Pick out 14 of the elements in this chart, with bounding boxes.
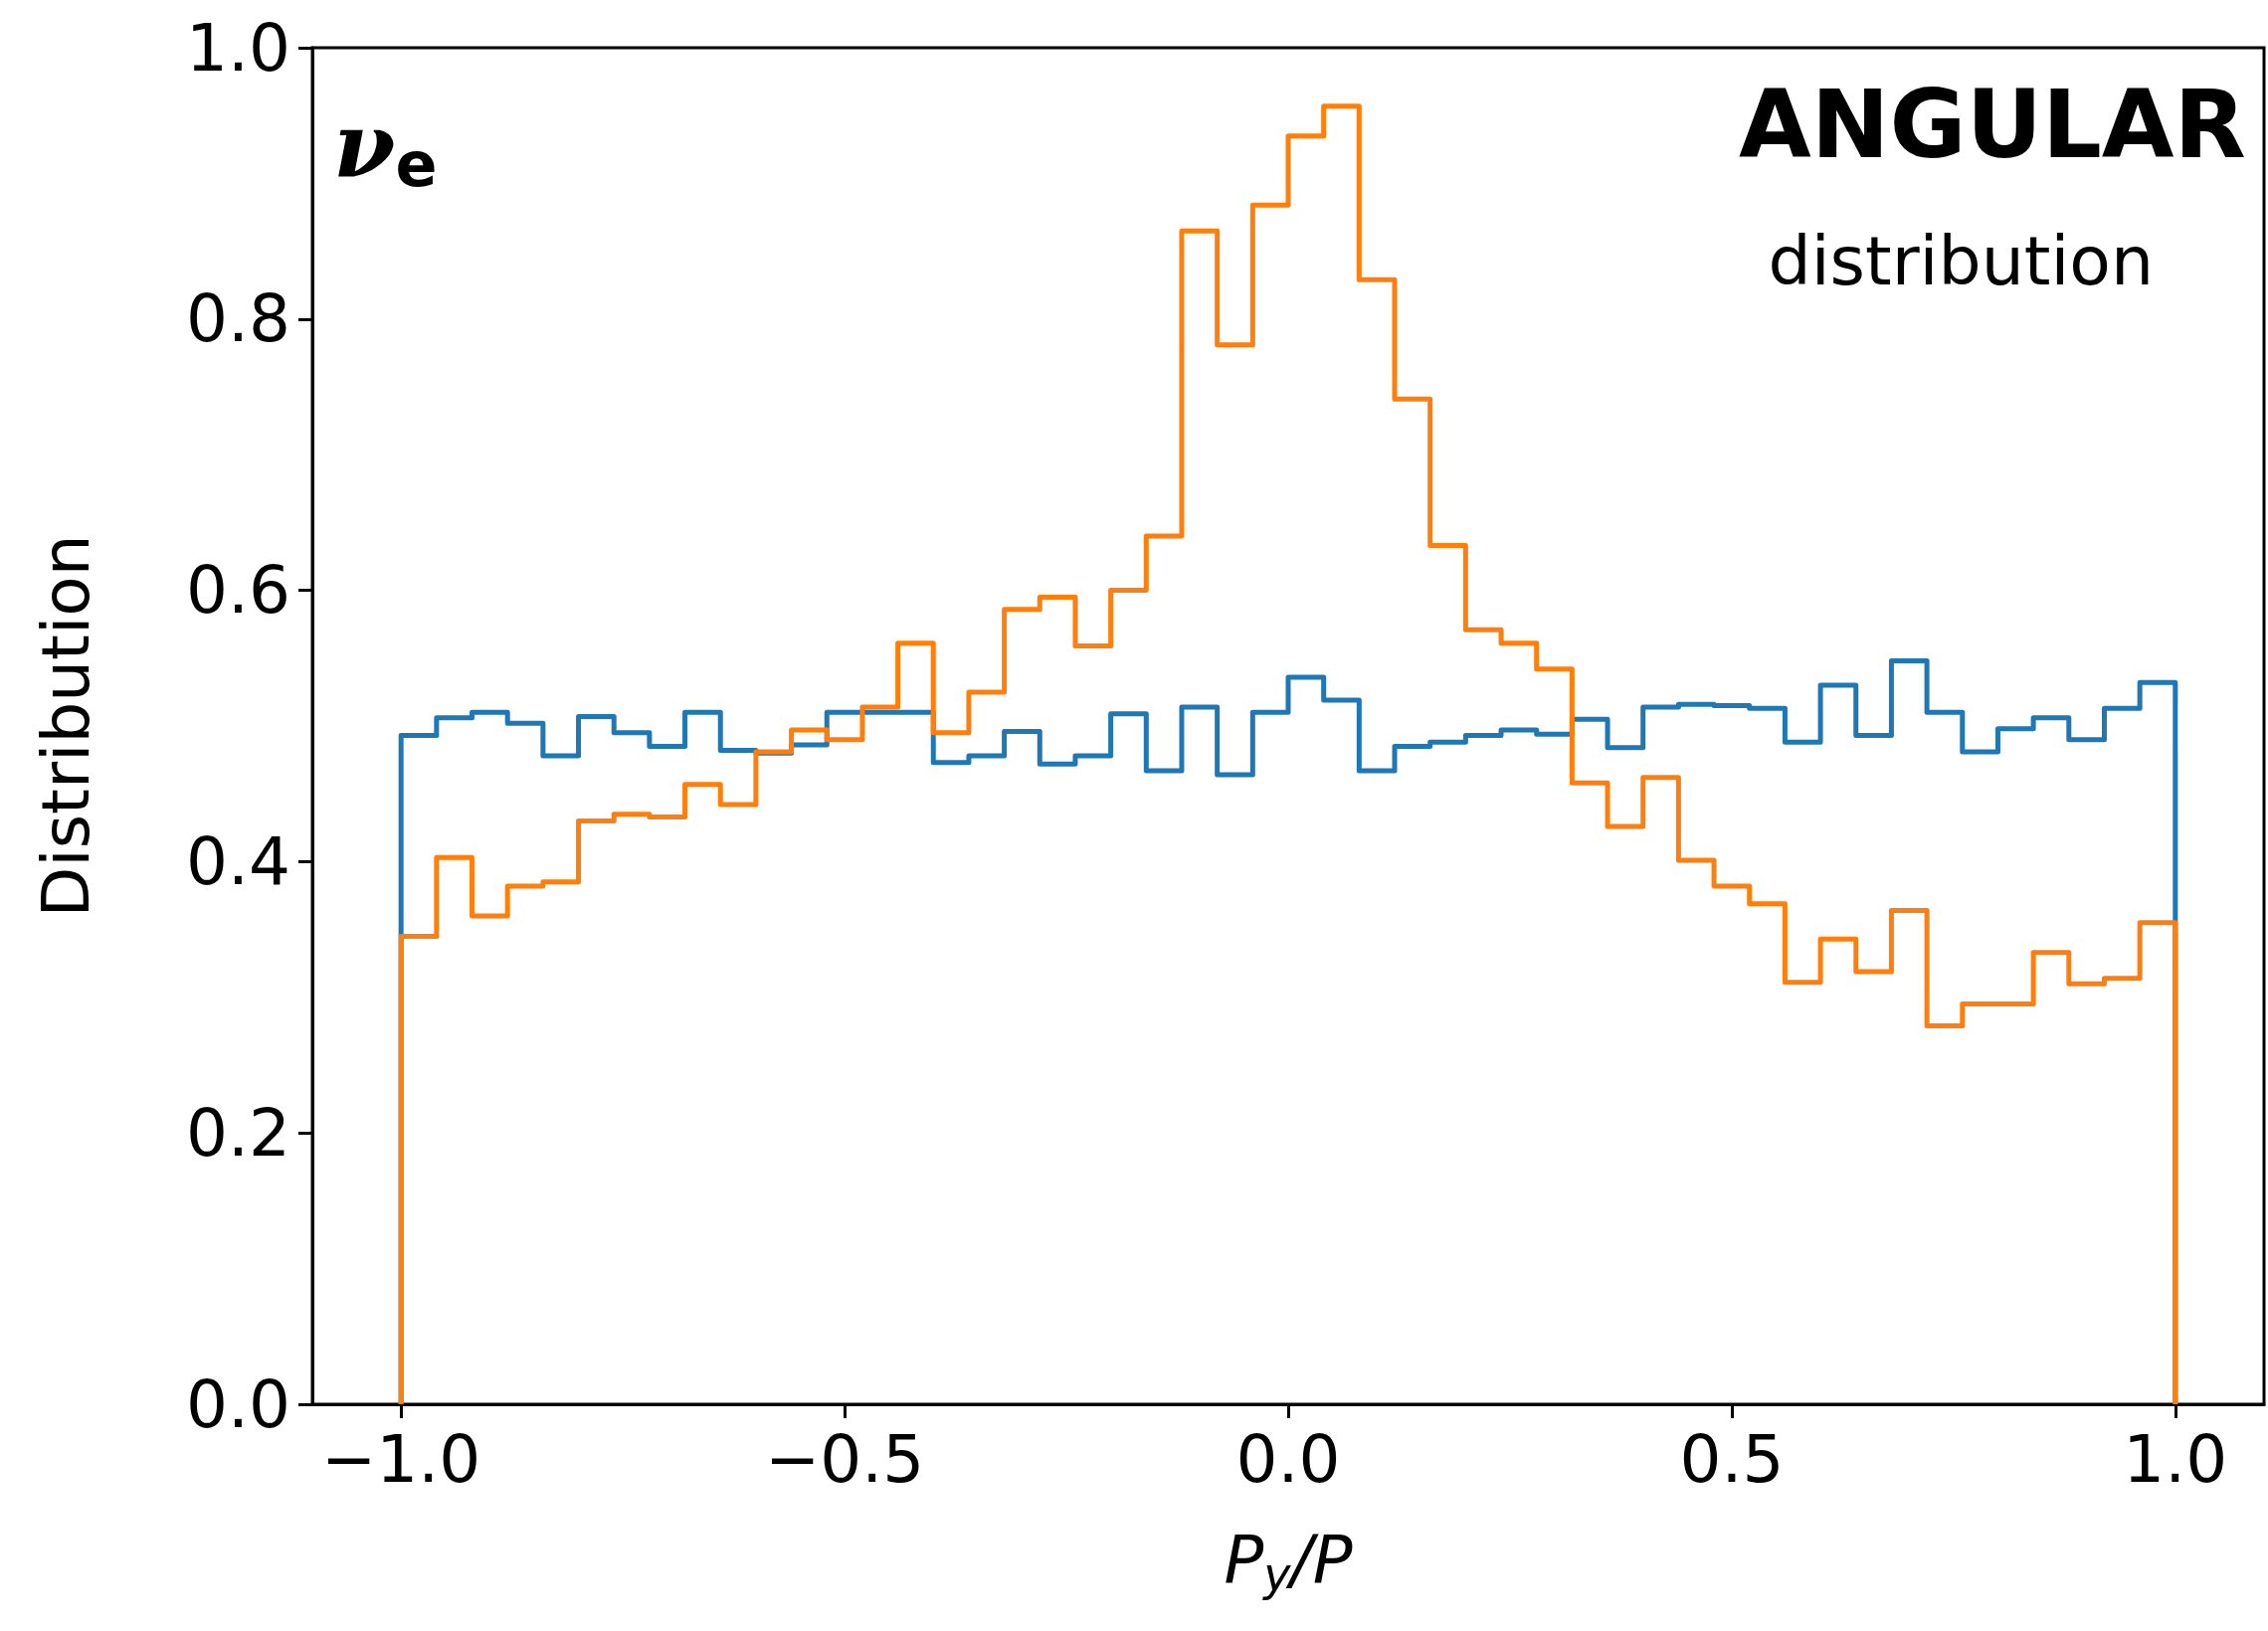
y-tick-label: 0.0 (186, 1365, 290, 1443)
x-tick-label: −1.0 (321, 1420, 481, 1498)
y-tick-label: 0.4 (186, 822, 290, 900)
y-tick-label: 0.6 (186, 552, 290, 630)
y-tick-label: 0.8 (186, 280, 290, 358)
x-tick-label: 0.0 (1235, 1420, 1341, 1498)
y-axis-title: Distribution (27, 534, 104, 918)
y-tick-label: 0.2 (186, 1094, 290, 1172)
x-tick-label: 0.5 (1679, 1420, 1785, 1498)
x-tick-label: 1.0 (2123, 1420, 2228, 1498)
x-tick-label: −0.5 (764, 1420, 925, 1498)
y-tick-label: 1.0 (186, 9, 290, 87)
annotation: ANGULAR (1739, 70, 2247, 179)
annotation: distribution (1768, 221, 2154, 300)
